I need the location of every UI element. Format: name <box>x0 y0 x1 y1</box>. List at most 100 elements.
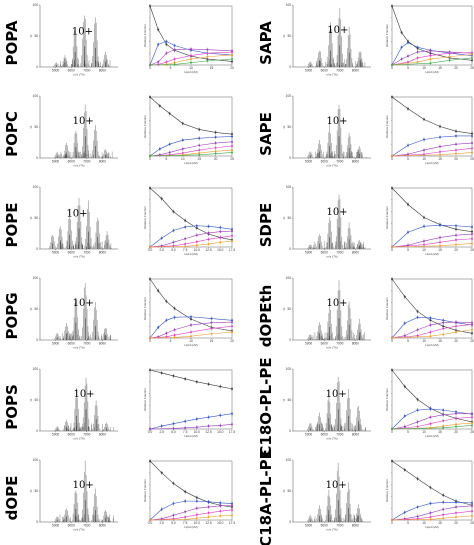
fraction-xtick-label: 0 <box>391 157 393 161</box>
fit-line-black <box>391 278 473 334</box>
ms-peak-bar <box>348 397 350 431</box>
data-point-magenta <box>471 237 473 240</box>
ms-peak-bar <box>318 52 320 67</box>
data-point-purple <box>429 416 432 419</box>
ms-peak-bar <box>53 241 55 249</box>
fraction-xtick-label: 0 <box>149 66 151 70</box>
ms-xtick-label: 8000 <box>99 524 106 528</box>
ms-peak-bar <box>67 326 68 340</box>
ms-peak-bar <box>68 428 70 431</box>
ms-peak-bar <box>329 497 331 522</box>
data-point-blue <box>214 136 217 139</box>
data-point-black <box>455 130 457 133</box>
ms-peak-bar <box>54 336 56 340</box>
ms-peak-bar <box>328 397 330 431</box>
ms-peak-bar <box>71 156 73 158</box>
fit-line-magenta <box>391 510 473 521</box>
fraction-xtick-label: 10.0 <box>194 430 200 434</box>
data-point-magenta <box>231 234 233 237</box>
data-point-black <box>172 482 175 485</box>
ms-peak-bar <box>341 237 343 249</box>
fit-line-black <box>391 460 473 506</box>
ms-peak-bar <box>362 248 364 249</box>
ms-peak-bar <box>331 143 332 158</box>
ms-peak-bar <box>329 303 331 340</box>
ms-peak-bar <box>315 247 317 249</box>
data-point-magenta <box>471 323 473 326</box>
ms-peak-bar <box>95 309 97 340</box>
ms-peak-bar <box>311 246 313 249</box>
ms-peak-bar <box>57 243 58 249</box>
ms-peak-bar <box>340 508 342 522</box>
data-point-black <box>173 307 176 310</box>
ms-peak-bar <box>317 241 319 249</box>
ms-peak-bar <box>86 491 88 522</box>
ms-peak-bar <box>347 305 349 340</box>
ms-peak-bar <box>85 377 87 431</box>
fit-line-black <box>149 460 233 508</box>
ms-peak-bar <box>320 330 322 340</box>
ms-ylabel: % <box>29 125 33 128</box>
fraction-xtick-label: 15 <box>210 66 214 70</box>
data-point-magenta <box>219 236 222 239</box>
data-point-blue <box>407 41 409 44</box>
ms-peak-bar <box>87 200 89 249</box>
data-point-blue <box>403 415 406 418</box>
fraction-xtick-label: 15.0 <box>217 521 223 525</box>
data-point-orange <box>429 58 432 61</box>
fit-line-blue <box>391 135 472 157</box>
data-point-green <box>448 59 451 62</box>
data-point-purple <box>165 332 168 335</box>
data-point-purple <box>190 48 192 51</box>
fraction-frame <box>149 278 233 339</box>
data-point-blue <box>403 322 406 325</box>
ms-ytick-label: 50 <box>34 398 38 402</box>
lipid-label: C18A-PL-PE <box>257 449 275 545</box>
ms-peak-bar <box>340 418 342 431</box>
ms-ytick-label: 100 <box>33 276 39 280</box>
ms-peak-bar <box>108 428 110 431</box>
ms-peak-bar <box>78 514 79 522</box>
charge-state-label: 10+ <box>66 209 87 220</box>
ms-peak-bar <box>95 400 97 431</box>
fraction-xtick-label: 5 <box>170 339 172 343</box>
charge-state-label: 10+ <box>72 27 93 38</box>
data-point-magenta <box>198 149 201 152</box>
ms-peak-bar <box>315 429 317 431</box>
ms-peak-bar <box>310 334 312 340</box>
charge-state-label: 10+ <box>73 298 94 309</box>
ms-peak-bar <box>345 337 346 340</box>
ms-ytick-label: 50 <box>287 125 291 129</box>
fraction-xtick-label: 0 <box>391 430 393 434</box>
ms-peak-bar <box>334 339 335 340</box>
data-point-magenta <box>195 513 198 516</box>
ms-peak-bar <box>61 236 63 249</box>
ms-peak-bar <box>93 246 95 249</box>
ms-peak-bar <box>74 248 75 249</box>
data-point-purple <box>195 426 198 429</box>
ms-peak-bar <box>346 330 347 340</box>
data-point-magenta <box>165 61 168 64</box>
ms-peak-bar <box>340 217 342 249</box>
ms-peak-bar <box>96 320 98 340</box>
panel-dope: dOPE 0 50 100 5000 6000 7000 8000 m/z (Th)% 10+ 0.… <box>3 458 235 532</box>
ms-ytick-label: 100 <box>33 367 39 371</box>
ms-xtick-label: 6000 <box>68 69 75 73</box>
ms-peak-bar <box>306 430 307 431</box>
ms-peak-bar <box>358 52 360 67</box>
ms-peak-bar <box>105 509 106 522</box>
data-point-purple <box>184 426 187 429</box>
data-point-blue <box>157 326 160 329</box>
data-point-orange <box>231 149 233 152</box>
ms-xtick-label: 7000 <box>83 342 90 346</box>
ms-peak-bar <box>324 248 326 249</box>
ms-ytick-label: 50 <box>34 216 38 220</box>
charge-state-label: 10+ <box>73 480 94 491</box>
data-point-purple <box>423 149 425 152</box>
ms-xlabel: m/z (Th) <box>73 528 84 532</box>
ms-ytick-label: 0 <box>36 429 38 433</box>
data-point-magenta <box>455 149 457 152</box>
ms-peak-bar <box>310 423 312 431</box>
ms-peak-bar <box>357 57 359 67</box>
ms-peak-bar <box>335 326 337 340</box>
